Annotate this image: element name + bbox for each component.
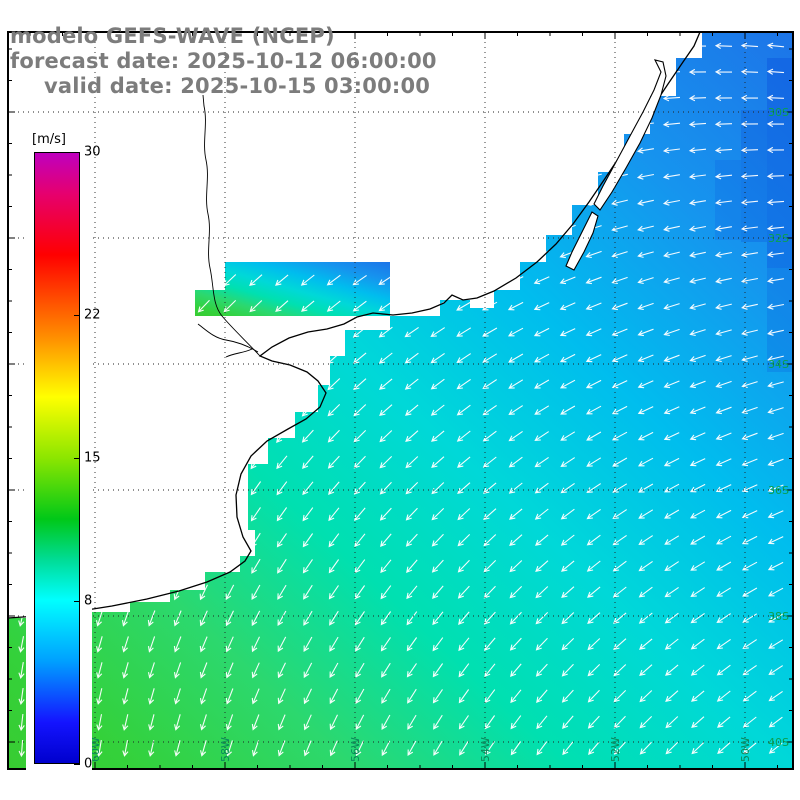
colorbar-gradient — [34, 152, 80, 764]
estuary-field-patch — [195, 262, 390, 316]
colorbar-tick-label: 15 — [84, 450, 101, 466]
colorbar-tick-mark — [74, 315, 80, 317]
colorbar-tick-mark — [74, 458, 80, 459]
graticule — [8, 32, 793, 769]
colorbar-tick-label: 0 — [84, 756, 93, 772]
lat-tick-label: 32S — [768, 232, 789, 245]
lat-tick-label: 38S — [768, 610, 789, 623]
colorbar-tick-mark — [74, 764, 80, 765]
valid-date-line: valid date: 2025-10-15 03:00:00 — [44, 74, 431, 98]
forecast-date-line: forecast date: 2025-10-12 06:00:00 — [10, 49, 437, 73]
lon-tick-label: 58W — [219, 737, 232, 762]
axis-labels: 60W 58W 56W 54W 52W 50W 30S 32S 34S 36S 38S 40S — [89, 106, 789, 762]
lagoon-outlines — [565, 59, 667, 271]
lon-tick-label: 54W — [479, 737, 492, 762]
colorbar-tick-label: 30 — [84, 144, 101, 160]
colorbar-tick-mark — [74, 600, 80, 602]
lat-tick-label: 30S — [768, 106, 789, 119]
lat-tick-label: 36S — [768, 484, 789, 497]
wind-speed-field — [8, 32, 793, 769]
colorbar-tick-label: 8 — [84, 593, 93, 609]
lat-tick-label: 34S — [768, 358, 789, 371]
model-title: modelo GEFS-WAVE (NCEP) — [10, 24, 335, 48]
lon-tick-label: 50W — [739, 737, 752, 762]
coastline — [7, 31, 701, 619]
lon-tick-label: 52W — [609, 737, 622, 762]
lon-tick-label: 60W — [89, 737, 102, 762]
colorbar-panel: [m/s] 30 22 15 8 0 — [26, 126, 101, 772]
river-lines — [197, 94, 261, 358]
plot-frame — [7, 31, 794, 770]
colorbar-tick-mark — [74, 152, 80, 153]
colorbar-unit-label: [m/s] — [32, 132, 66, 147]
lon-tick-label: 56W — [349, 737, 362, 762]
lat-tick-label: 40S — [768, 736, 789, 749]
colorbar-tick-label: 22 — [84, 307, 101, 323]
